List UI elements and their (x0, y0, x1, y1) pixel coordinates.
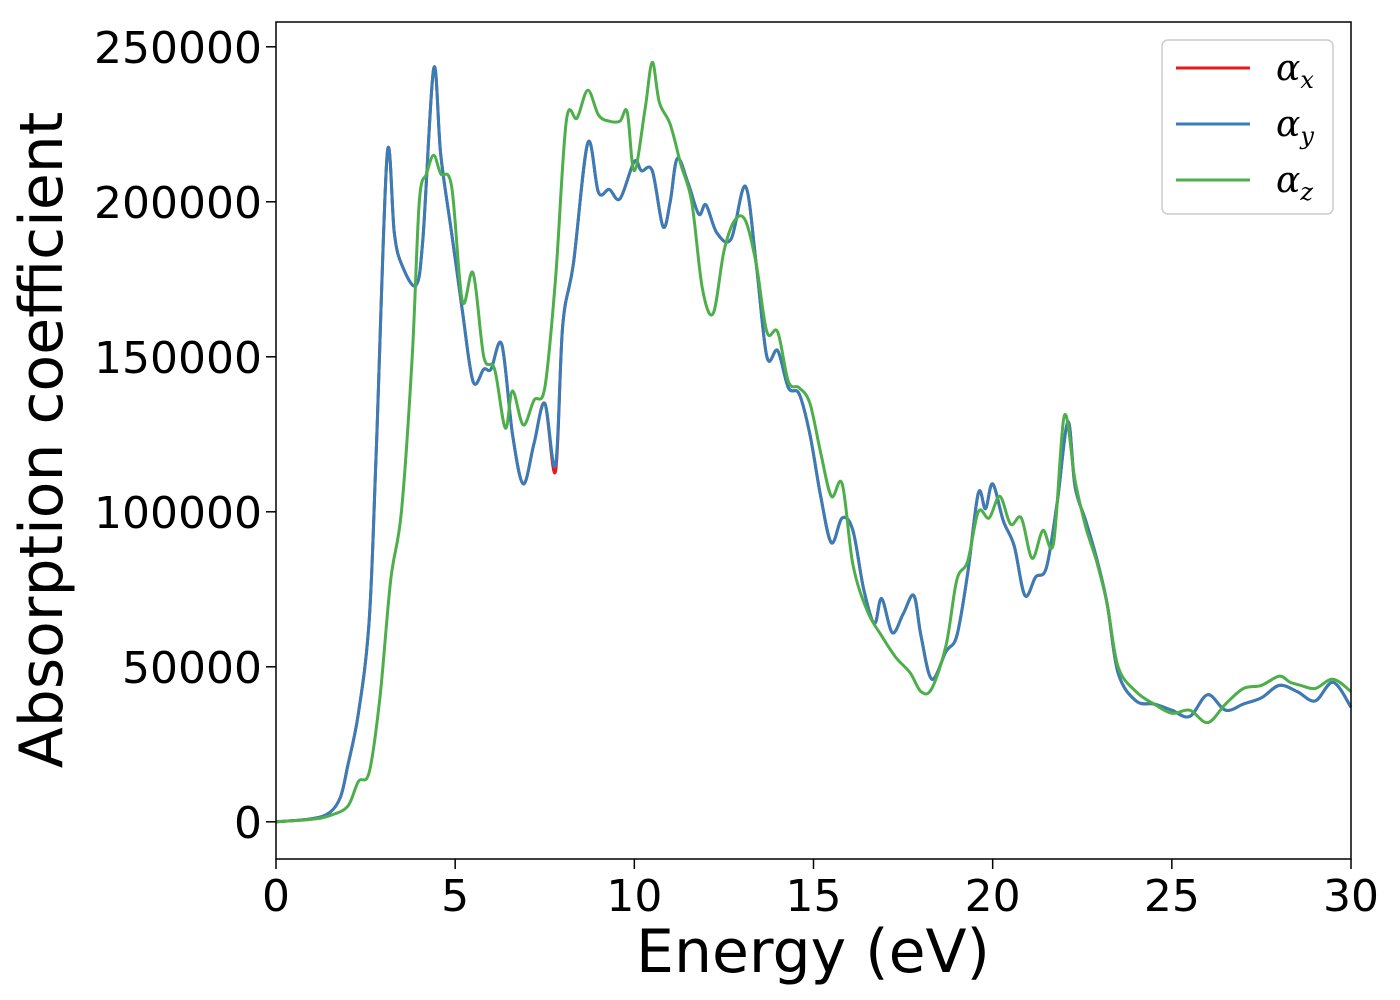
y-tick-label: 50000 (122, 643, 262, 694)
y-tick-label: 200000 (94, 178, 262, 229)
x-axis: 0 5 10 15 20 25 30 (262, 859, 1379, 922)
y-tick-label: 150000 (94, 333, 262, 384)
x-tick-label: 0 (262, 871, 290, 922)
y-axis-title: Absorption coefficient (7, 112, 77, 769)
y-tick-label: 100000 (94, 488, 262, 539)
x-tick-label: 20 (965, 871, 1021, 922)
x-tick-label: 30 (1323, 871, 1379, 922)
legend-box (1161, 39, 1334, 215)
x-tick-label: 15 (786, 871, 842, 922)
x-tick-label: 10 (606, 871, 662, 922)
x-tick-label: 5 (441, 871, 469, 922)
y-tick-label: 0 (234, 798, 262, 849)
x-tick-label: 25 (1144, 871, 1200, 922)
y-axis: 0 50000 100000 150000 200000 250000 (94, 23, 276, 849)
y-tick-label: 250000 (94, 23, 262, 74)
x-axis-title: Energy (eV) (636, 917, 990, 987)
series-lines (275, 60, 1353, 824)
series-line-z (275, 60, 1352, 824)
